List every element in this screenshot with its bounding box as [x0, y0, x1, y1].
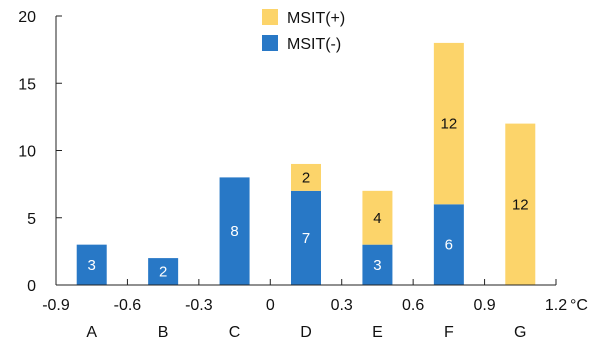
data-label: 3	[373, 257, 381, 274]
legend: MSIT(+) MSIT(-)	[262, 9, 345, 53]
x-unit-label: °C	[570, 297, 588, 314]
bar-msit-f	[433, 42, 464, 205]
ticks-layer: 0 5 10 15 20 -0.9 -0.6 -0.3 0 0.3 0.6 0.9 1.2 °C A B C D E…	[18, 9, 588, 341]
labels-layer: 3 2 8 7 2 3 4 6 12 12	[88, 116, 529, 281]
x-value-tick-label: -0.3	[185, 297, 213, 314]
y-tick-label: 10	[18, 144, 36, 161]
bar-msit-a	[76, 244, 107, 285]
y-tick-label: 5	[27, 211, 36, 228]
bar-msit-f	[433, 204, 464, 285]
y-tick-label: 20	[18, 9, 36, 26]
x-value-tick-label: 1.2	[545, 297, 567, 314]
legend-swatch	[262, 9, 278, 25]
bar-msit-e	[362, 190, 393, 245]
category-label: C	[229, 324, 241, 341]
x-value-tick-label: 0	[266, 297, 275, 314]
data-label: 12	[512, 196, 529, 213]
category-label: E	[372, 324, 383, 341]
data-label: 3	[88, 257, 96, 274]
data-label: 6	[445, 237, 453, 254]
data-label: 7	[302, 230, 310, 247]
legend-label: MSIT(+)	[287, 10, 345, 27]
category-label: A	[86, 324, 97, 341]
legend-swatch	[262, 35, 278, 51]
bar-msit-d	[291, 163, 321, 191]
category-label: F	[444, 324, 454, 341]
data-label: 2	[302, 169, 310, 186]
y-tick-label: 15	[18, 76, 36, 93]
data-label: 8	[230, 223, 238, 240]
x-value-tick-label: 0.9	[473, 297, 495, 314]
bar-msit-d	[291, 190, 321, 285]
category-label: B	[158, 324, 169, 341]
x-value-tick-label: 0.3	[331, 297, 353, 314]
data-label: 2	[159, 264, 167, 281]
legend-label: MSIT(-)	[287, 36, 341, 53]
bars-layer	[76, 42, 536, 285]
category-label: G	[514, 324, 526, 341]
bar-msit-b	[148, 258, 179, 285]
y-tick-label: 0	[27, 278, 36, 295]
x-value-tick-label: -0.9	[42, 297, 70, 314]
data-label: 12	[441, 116, 458, 133]
data-label: 4	[373, 210, 381, 227]
x-value-tick-label: 0.6	[402, 297, 424, 314]
bar-msit-g	[505, 123, 536, 285]
bar-msit-e	[362, 244, 393, 285]
x-value-tick-label: -0.6	[114, 297, 142, 314]
category-label: D	[300, 324, 312, 341]
bar-msit-c	[219, 177, 250, 285]
